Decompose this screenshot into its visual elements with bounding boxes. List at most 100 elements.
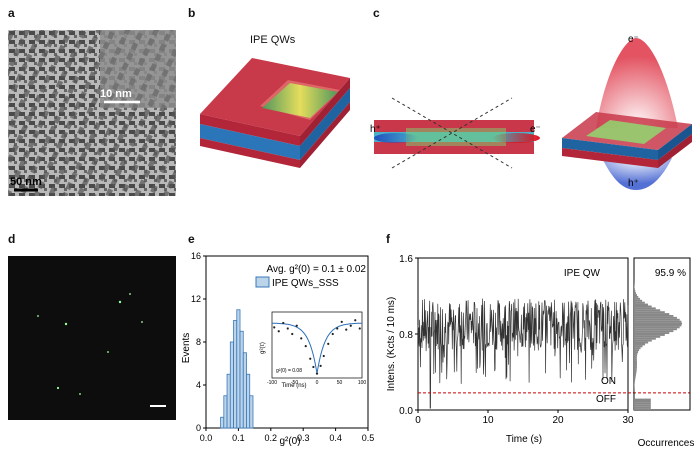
histogram-bar (634, 321, 681, 323)
inset-data-point (359, 327, 361, 329)
hole-label-2: h⁺ (628, 178, 639, 189)
x-tick-label: 0 (415, 415, 421, 426)
histogram-x-label: Occurrences (638, 438, 695, 449)
histogram-bar (634, 361, 637, 363)
intensity-trace (418, 299, 628, 409)
inset-data-point (345, 329, 347, 331)
histogram-bar (634, 315, 673, 317)
electron-label-2: e⁻ (628, 34, 639, 45)
histogram-bar (634, 338, 656, 340)
inset-data-point (327, 343, 329, 345)
histogram-bar (240, 331, 243, 428)
inset-data-point (336, 327, 338, 329)
inset-data-point (278, 330, 280, 332)
histogram-bar (634, 349, 639, 351)
histogram-bar (634, 342, 648, 344)
inset-data-point (273, 326, 275, 328)
inset-data-point (350, 325, 352, 327)
inset-data-point (320, 365, 322, 367)
histogram-bar (634, 325, 681, 327)
histogram-bar (634, 309, 660, 311)
histogram-bar (634, 364, 637, 366)
off-label: OFF (596, 394, 616, 405)
histogram-bar (247, 374, 250, 428)
y-tick-label: 12 (191, 294, 201, 304)
histogram-bar (634, 330, 673, 332)
inset-x-tick-label: 100 (358, 380, 367, 386)
y-axis-label: Intens. (Kcts / 10 ms) (386, 297, 397, 391)
carrier-illustration: h⁺ e⁻ e⁻ h⁺ (366, 28, 696, 196)
on-percent: 95.9 % (655, 268, 686, 279)
histogram-bar (634, 383, 635, 385)
histogram-bar (634, 351, 638, 353)
histogram-bar (634, 306, 652, 308)
histogram-bar (634, 366, 637, 368)
histogram-bar (634, 340, 652, 342)
y-tick-label: 4 (196, 380, 201, 390)
histogram-bar (634, 372, 636, 374)
histogram-bar (634, 347, 641, 349)
tem-image: 10 nm 50 nm (8, 30, 176, 196)
histogram-bar (230, 342, 233, 428)
x-tick-label: 0.4 (329, 433, 342, 443)
on-label: ON (601, 376, 616, 387)
histogram-bar (634, 376, 636, 378)
inset-data-point (354, 319, 356, 321)
histogram-bar (634, 307, 656, 309)
histogram-bar (243, 353, 246, 428)
inset-annotation: g²(0) = 0.08 (276, 368, 302, 374)
histogram-bar (634, 300, 642, 302)
legend-label: IPE QWs_SSS (272, 278, 339, 289)
histogram-bar (634, 399, 651, 401)
x-axis-label: Time (s) (506, 434, 542, 445)
qw-title: IPE QWs (250, 34, 295, 46)
histogram-bar (634, 406, 651, 408)
x-axis-label: g²(0) (279, 436, 300, 447)
histogram-bar (634, 370, 637, 372)
histogram-bar (634, 404, 651, 406)
histogram-bar (224, 396, 227, 428)
pl-image-spots (8, 256, 176, 420)
y-axis-label: Events (181, 333, 192, 364)
histogram-bar (634, 296, 638, 298)
histogram-bar (634, 290, 635, 292)
histogram-bar (634, 317, 677, 319)
histogram-bar (634, 334, 665, 336)
histogram-bar (634, 294, 637, 296)
inset-x-label: Time (ns) (281, 383, 306, 389)
g2-average-annotation: Avg. g²(0) = 0.1 ± 0.02 (266, 264, 366, 275)
inset-data-point (316, 373, 318, 375)
histogram-bar (634, 378, 635, 380)
x-tick-label: 0.1 (232, 433, 245, 443)
y-tick-label: 0 (196, 423, 201, 433)
panel-letter-c: c (373, 6, 380, 20)
y-tick-label: 1.6 (399, 254, 413, 265)
histogram-bar (237, 310, 240, 428)
histogram-bar (634, 292, 636, 294)
inset-scale-label: 10 nm (100, 88, 132, 100)
histogram-bar (634, 363, 637, 365)
histogram-bar (634, 328, 677, 330)
histogram-bar (250, 396, 253, 428)
histogram-bar (227, 374, 230, 428)
electron-label: e⁻ (530, 124, 541, 135)
histogram-bar (634, 302, 645, 304)
histogram-bar (221, 417, 224, 428)
histogram-bar (634, 288, 635, 290)
x-tick-label: 10 (482, 415, 494, 426)
histogram-bar (634, 311, 665, 313)
x-tick-label: 0.5 (362, 433, 375, 443)
histogram-bar (634, 402, 651, 404)
qw-box-illustration (190, 28, 360, 196)
trace-tag: IPE QW (564, 268, 601, 279)
pl-image (8, 256, 176, 420)
histogram-bar (634, 382, 635, 384)
histogram-bar (634, 344, 645, 346)
panel-letter-d: d (8, 232, 15, 246)
histogram-bar (634, 313, 669, 315)
y-tick-label: 16 (191, 251, 201, 261)
histogram-bar (634, 304, 648, 306)
histogram-bar (634, 345, 643, 347)
main-scale-label: 50 nm (10, 176, 42, 188)
inset-data-point (312, 366, 314, 368)
